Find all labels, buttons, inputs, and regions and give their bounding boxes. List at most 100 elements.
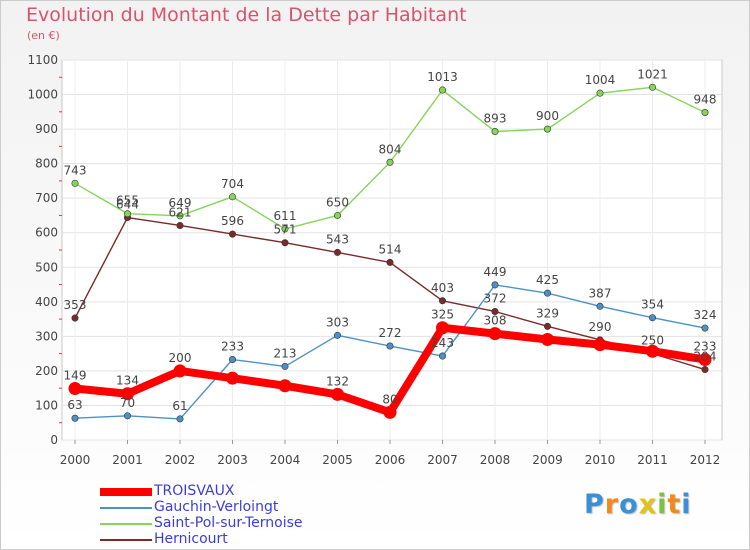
data-label: 329 [536,306,559,320]
data-point [491,281,499,289]
x-tick-label: 2000 [60,453,91,467]
data-point [648,83,656,91]
data-label: 621 [169,205,192,219]
data-point [71,314,79,322]
legend-label: TROISVAUX [154,483,235,499]
data-point [229,193,237,201]
data-point [541,332,554,346]
x-tick-label: 2004 [270,453,301,467]
data-point [121,387,134,401]
data-label: 655 [116,194,139,208]
data-label: 1021 [637,67,668,81]
legend-label: Hernicourt [154,531,228,547]
x-tick-label: 2009 [532,453,563,467]
data-label: 900 [536,109,559,123]
data-point [333,331,341,339]
data-point [438,297,446,305]
data-point [278,379,292,393]
data-label: 1004 [585,73,616,87]
legend-swatch-gauchin-verloingt [100,507,152,509]
y-tick-label: 1000 [27,88,58,102]
data-point [176,221,184,229]
data-label: 204 [694,350,717,364]
x-tick-label: 2007 [427,453,458,467]
data-label: 272 [379,326,402,340]
data-label: 650 [326,195,349,209]
legend-label: Saint-Pol-sur-Ternoise [154,515,303,531]
data-point [173,364,187,378]
data-point [71,414,79,422]
data-point [593,338,607,352]
data-label: 134 [116,374,139,388]
data-label: 303 [326,315,349,329]
data-point [491,307,499,315]
data-label: 149 [64,369,87,383]
x-tick-label: 2003 [217,453,248,467]
data-point [226,371,239,385]
data-label: 403 [431,281,454,295]
data-point [438,352,446,360]
legend-swatch-hernicourt [100,539,152,541]
y-tick-label: 200 [35,364,58,378]
data-point [436,321,449,335]
data-point [488,327,502,341]
y-tick-label: 400 [35,295,58,309]
data-label: 704 [221,177,244,191]
data-label: 1013 [427,70,458,84]
data-label: 425 [536,273,559,287]
x-tick-label: 2011 [637,453,668,467]
data-label: 893 [484,112,507,126]
legend-swatch-saint-pol-sur-ternoise [100,523,152,525]
data-label: 290 [589,320,612,334]
data-label: 63 [67,398,82,412]
data-label: 250 [641,334,664,348]
data-label: 804 [379,142,402,156]
x-tick-label: 2002 [165,453,196,467]
data-label: 213 [274,346,297,360]
data-label: 449 [484,265,507,279]
data-point [596,89,604,97]
data-point [281,362,289,370]
line-chart: 0 100 200 300 400 500 600 700 800 900 1000 1100 2000… [27,53,723,467]
data-label: 200 [169,351,192,365]
data-label: 948 [694,93,717,107]
data-point [71,179,79,187]
x-tick-label: 2005 [322,453,353,467]
y-tick-label: 0 [50,433,58,447]
data-label: 387 [589,286,612,300]
data-point [701,366,709,374]
y-tick-label: 600 [35,226,58,240]
data-label: 353 [64,298,87,312]
data-label: 70 [120,396,135,410]
x-tick-label: 2008 [480,453,511,467]
data-label: 354 [641,298,664,312]
chart-title: Evolution du Montant de la Dette par Hab… [26,4,467,26]
data-point [333,248,341,256]
data-label: 571 [274,223,297,237]
data-point [646,344,659,358]
y-tick-label: 900 [35,122,58,136]
data-label: 543 [326,232,349,246]
data-point [386,258,394,266]
data-point [281,225,289,233]
data-point [698,353,712,367]
data-label: 514 [379,242,402,256]
data-point [124,210,132,218]
data-label: 596 [221,214,244,228]
data-point [333,211,341,219]
data-point [124,412,132,420]
data-point [229,356,237,364]
x-tick-label: 2001 [112,453,143,467]
data-point [491,128,499,136]
data-point [176,415,184,423]
y-tick-label: 1100 [27,53,58,67]
data-label: 743 [64,163,87,177]
data-point [543,322,551,330]
y-tick-label: 100 [35,398,58,412]
data-label: 233 [221,340,244,354]
data-label: 233 [694,340,717,354]
data-label: 80 [382,392,397,406]
data-point [701,109,709,117]
data-point [386,158,394,166]
data-label: 372 [484,291,507,305]
